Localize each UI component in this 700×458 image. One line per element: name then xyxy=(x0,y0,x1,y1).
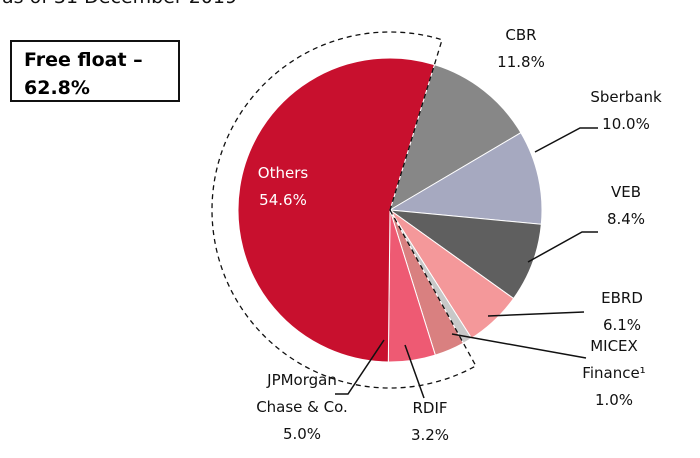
slice-label: Sberbank 10.0% xyxy=(581,84,671,138)
leader-line xyxy=(335,339,385,395)
free-float-outline xyxy=(211,31,477,389)
slice-label: EBRD 6.1% xyxy=(582,285,662,339)
pie-slice xyxy=(389,64,522,212)
subtitle: as of 31 December 2019 xyxy=(2,0,237,8)
leader-line xyxy=(451,333,587,359)
annotation: Free float – xyxy=(24,49,143,71)
slice-label: VEB 8.4% xyxy=(586,179,666,233)
value-label: 1.0% xyxy=(594,391,634,409)
slice-label: RDIF 3.2% xyxy=(400,395,460,449)
slice-label: JPMorgan Chase & Co. 5.0% xyxy=(245,367,360,448)
pie-slice xyxy=(388,132,543,225)
slice-label: MICEX Finance¹ 1.0% xyxy=(574,333,654,414)
category-label: Sberbank xyxy=(590,88,662,106)
free-float-box: Free float – 62.8% xyxy=(10,40,180,102)
value-label: 5.0% xyxy=(282,425,322,443)
category-label: Others xyxy=(257,164,309,182)
value-label: 3.2% xyxy=(410,426,450,444)
category-label: RDIF xyxy=(412,399,448,417)
leader-line xyxy=(487,311,585,317)
slice-label: CBR 11.8% xyxy=(481,22,561,76)
annotation: 62.8% xyxy=(24,77,90,99)
value-label: 10.0% xyxy=(602,115,650,133)
category-label: CBR xyxy=(505,26,537,44)
category-label: MICEX Finance¹ xyxy=(582,337,646,382)
leader-line xyxy=(404,344,425,399)
category-label: JPMorgan Chase & Co. xyxy=(256,371,348,416)
leader-line xyxy=(527,231,598,263)
value-label: 11.8% xyxy=(497,53,545,71)
value-label: 8.4% xyxy=(606,210,646,228)
value-label: 6.1% xyxy=(602,316,642,334)
value-label: 54.6% xyxy=(259,191,307,209)
category-label: EBRD xyxy=(601,289,643,307)
category-label: VEB xyxy=(610,183,642,201)
pie-slice xyxy=(237,57,436,363)
leader-line xyxy=(534,127,598,153)
slice-label: Others 54.6% xyxy=(238,160,328,214)
